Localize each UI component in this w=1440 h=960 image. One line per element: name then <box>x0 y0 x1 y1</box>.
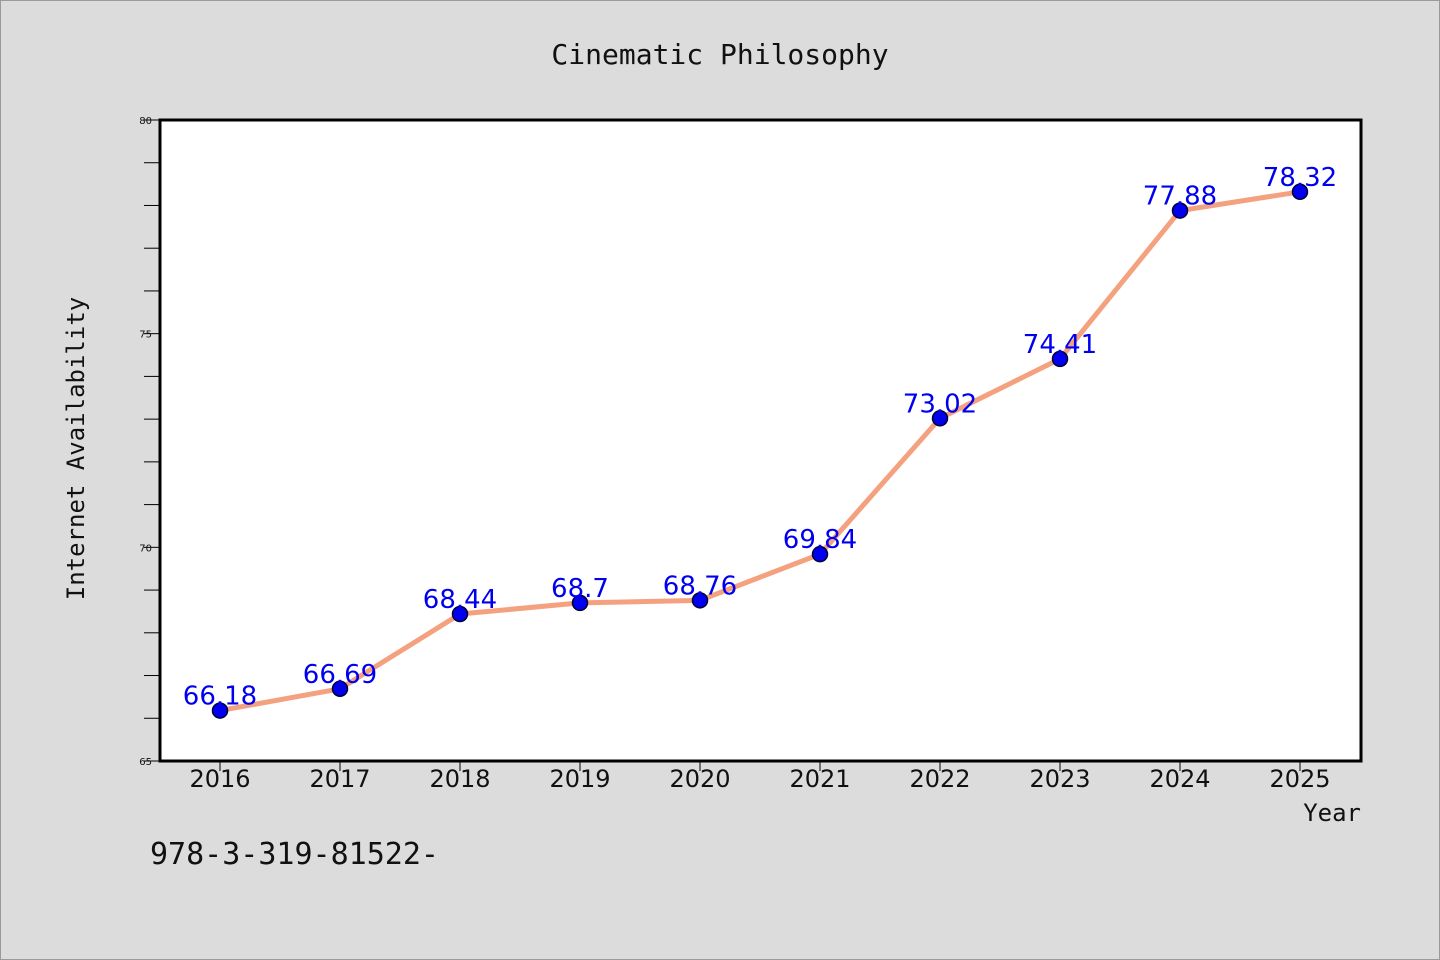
y-tick-label: 70 <box>139 543 152 554</box>
x-tick-label: 2023 <box>1029 765 1090 793</box>
data-point <box>931 410 949 427</box>
x-tick-label: 2016 <box>189 765 250 793</box>
data-labels: 66.18 66.69 68.44 68.7 68.76 69.84 73.02 74.41 7… <box>183 163 1337 712</box>
data-point <box>1171 202 1189 219</box>
plot-area <box>158 118 1363 763</box>
data-point <box>571 594 589 612</box>
y-tick-label: 80 <box>139 116 152 127</box>
y-tick-label: 65 <box>139 757 152 768</box>
x-axis: 2016 2017 2018 2019 2020 2021 2022 2023 2024 2025 <box>189 761 1331 793</box>
x-tick-label: 2024 <box>1149 765 1210 793</box>
data-label: 77.88 <box>1143 182 1217 212</box>
x-tick-label: 2022 <box>909 765 970 793</box>
series-line <box>217 189 1303 714</box>
footer-isbn-text: 978-3-319-81522- <box>150 837 439 872</box>
data-point <box>331 680 349 698</box>
data-point <box>211 702 229 719</box>
data-point <box>451 605 469 623</box>
data-label: 73.02 <box>903 389 977 419</box>
data-label: 68.76 <box>663 571 737 601</box>
data-label: 78.32 <box>1263 163 1337 193</box>
data-label: 66.69 <box>303 660 377 690</box>
data-points <box>211 183 1309 719</box>
data-label: 68.44 <box>423 585 497 615</box>
y-axis-label: Internet Availability <box>62 297 90 600</box>
y-axis: 65 70 75 80 <box>139 116 160 768</box>
x-tick-label: 2017 <box>309 765 370 793</box>
data-label: 74.41 <box>1023 330 1097 360</box>
data-point <box>1291 183 1309 201</box>
data-label: 66.18 <box>183 682 257 712</box>
x-tick-label: 2020 <box>669 765 730 793</box>
x-tick-label: 2019 <box>549 765 610 793</box>
data-point <box>811 545 829 563</box>
data-label: 68.7 <box>551 574 609 604</box>
x-tick-label: 2018 <box>429 765 490 793</box>
data-point <box>691 592 709 609</box>
data-point <box>1051 350 1069 368</box>
x-tick-label: 2025 <box>1269 765 1330 793</box>
data-label: 69.84 <box>783 525 857 555</box>
x-axis-label: Year <box>1303 799 1361 827</box>
x-tick-label: 2021 <box>789 765 850 793</box>
chart-title: Cinematic Philosophy <box>551 38 888 71</box>
y-tick-label: 75 <box>139 330 152 341</box>
